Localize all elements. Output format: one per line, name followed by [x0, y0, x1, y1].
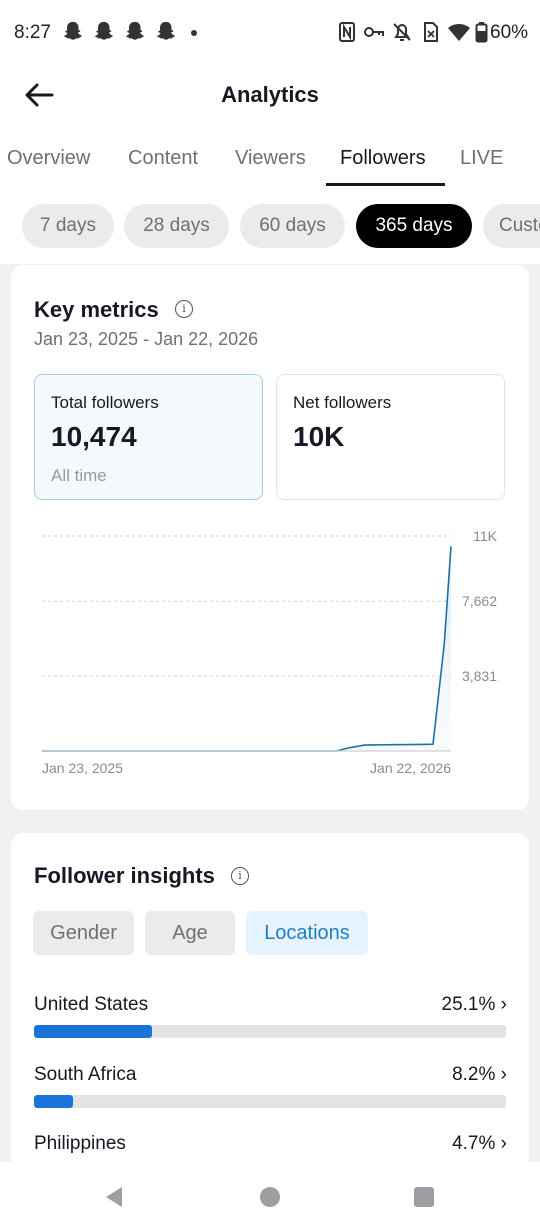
active-tab-indicator	[326, 183, 445, 186]
y-tick-label: 3,831	[462, 668, 497, 684]
location-bar-fill	[34, 1095, 73, 1108]
location-bar-fill	[34, 1025, 153, 1038]
snapchat-icon	[94, 21, 113, 40]
location-name: United States	[34, 994, 149, 1015]
date-range-selector: 7 days 28 days 60 days 365 days Custom	[0, 186, 540, 264]
metric-label: Total followers	[51, 393, 159, 412]
sim-card-icon	[424, 22, 438, 42]
followers-area	[42, 546, 451, 751]
location-percent[interactable]: 4.7% ›	[452, 1133, 507, 1154]
vpn-key-icon	[364, 27, 384, 37]
y-tick-label: 11K	[473, 528, 498, 544]
metric-value: 10,474	[51, 421, 137, 452]
nav-back-icon[interactable]	[103, 1186, 125, 1208]
battery-level: 60%	[490, 22, 529, 43]
follower-insights-card: Follower insights i Gender Age Locations…	[11, 833, 529, 1173]
nav-home-icon[interactable]	[259, 1186, 281, 1208]
snapchat-icon	[156, 21, 175, 40]
location-bar-track	[34, 1095, 506, 1108]
metric-label: Net followers	[293, 393, 392, 412]
back-arrow-icon[interactable]	[22, 78, 56, 112]
snapchat-icon	[125, 21, 144, 40]
tab-live[interactable]: LIVE	[460, 147, 504, 169]
info-icon[interactable]: i	[231, 867, 249, 885]
status-bar: 8:27 60%	[0, 0, 540, 66]
tab-followers[interactable]: Followers	[340, 147, 426, 169]
followers-chart: 11K 7,662 3,831 Jan 23, 2025 Jan 22, 2026	[42, 528, 498, 776]
location-percent[interactable]: 25.1% ›	[441, 994, 507, 1015]
range-7-days[interactable]: 7 days	[22, 204, 114, 248]
notification-dot	[191, 30, 197, 36]
y-tick-label: 7,662	[462, 593, 497, 609]
key-metrics-card: Key metrics i Jan 23, 2025 - Jan 22, 202…	[11, 265, 529, 810]
page-title: Analytics	[221, 82, 319, 107]
range-60-days[interactable]: 60 days	[240, 204, 345, 248]
analytics-tabs: Overview Content Viewers Followers LIVE	[0, 128, 540, 187]
follower-insights-title: Follower insights	[34, 863, 215, 888]
tab-viewers[interactable]: Viewers	[235, 147, 306, 169]
range-28-days[interactable]: 28 days	[124, 204, 229, 248]
status-time: 8:27	[14, 22, 51, 43]
nav-recents-icon[interactable]	[413, 1186, 435, 1208]
range-365-days[interactable]: 365 days	[356, 204, 472, 248]
info-icon[interactable]: i	[175, 300, 193, 318]
segment-age[interactable]: Age	[145, 911, 235, 955]
total-followers-tile[interactable]: Total followers 10,474 All time	[34, 374, 263, 500]
tab-content[interactable]: Content	[128, 147, 199, 169]
key-metrics-title: Key metrics	[34, 297, 159, 322]
x-tick-label-start: Jan 23, 2025	[42, 760, 123, 776]
snapchat-icon	[63, 21, 82, 40]
battery-icon	[475, 22, 488, 43]
metric-value: 10K	[293, 421, 345, 452]
tab-overview[interactable]: Overview	[7, 147, 91, 169]
location-bar-track	[34, 1025, 506, 1038]
range-custom[interactable]: Custom	[483, 204, 540, 248]
location-percent[interactable]: 8.2% ›	[452, 1064, 507, 1085]
segment-gender[interactable]: Gender	[33, 911, 134, 955]
bell-off-icon	[393, 23, 411, 41]
metric-subtitle: All time	[51, 466, 107, 485]
location-name: Philippines	[34, 1133, 126, 1154]
x-tick-label-end: Jan 22, 2026	[370, 760, 451, 776]
followers-line	[42, 546, 452, 752]
location-name: South Africa	[34, 1064, 137, 1085]
segment-locations[interactable]: Locations	[246, 911, 368, 955]
nfc-icon	[339, 22, 355, 42]
system-nav-bar	[0, 1162, 540, 1230]
wifi-icon	[448, 23, 470, 41]
date-range-label: Jan 23, 2025 - Jan 22, 2026	[34, 329, 259, 349]
app-bar: Analytics	[0, 66, 540, 128]
net-followers-tile[interactable]: Net followers 10K	[276, 374, 505, 500]
